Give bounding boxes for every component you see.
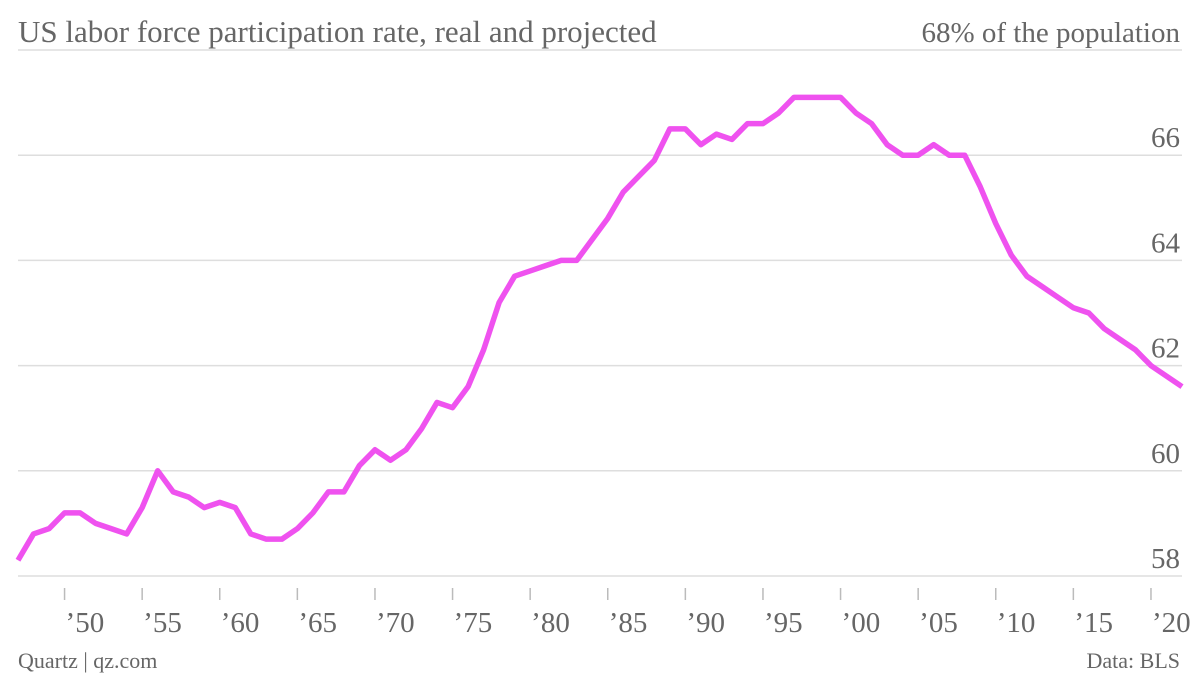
y-tick-label: 60 (1151, 438, 1180, 470)
y-tick-label: 64 (1151, 227, 1181, 259)
x-tick-label: ’65 (298, 607, 337, 639)
x-tick-label: ’50 (66, 607, 105, 639)
x-tick-label: ’80 (531, 607, 570, 639)
y-tick-label: 62 (1151, 333, 1180, 365)
line (15, 94, 1184, 562)
credit: Quartz | qz.com (18, 648, 157, 673)
x-tick-label: ’95 (764, 607, 803, 639)
x-tick-label: ’55 (143, 607, 182, 639)
y-tick-label: 58 (1151, 543, 1180, 575)
x-tick-label: ’05 (919, 607, 958, 639)
chart-title: US labor force participation rate, real … (18, 14, 657, 49)
x-tick-label: ’10 (997, 607, 1036, 639)
y-tick-label: 68% of the population (921, 17, 1180, 49)
source: Data: BLS (1087, 648, 1181, 673)
x-tick-label: ’90 (686, 607, 725, 639)
x-tick-label: ’75 (454, 607, 493, 639)
y-tick-label: 66 (1151, 122, 1180, 154)
x-tick-label: ’70 (376, 607, 415, 639)
x-tick-label: ’20 (1152, 607, 1191, 639)
x-tick-label: ’60 (221, 607, 260, 639)
x-tick-label: ’00 (842, 607, 881, 639)
x-tick-label: ’85 (609, 607, 648, 639)
x-tick-label: ’15 (1074, 607, 1113, 639)
